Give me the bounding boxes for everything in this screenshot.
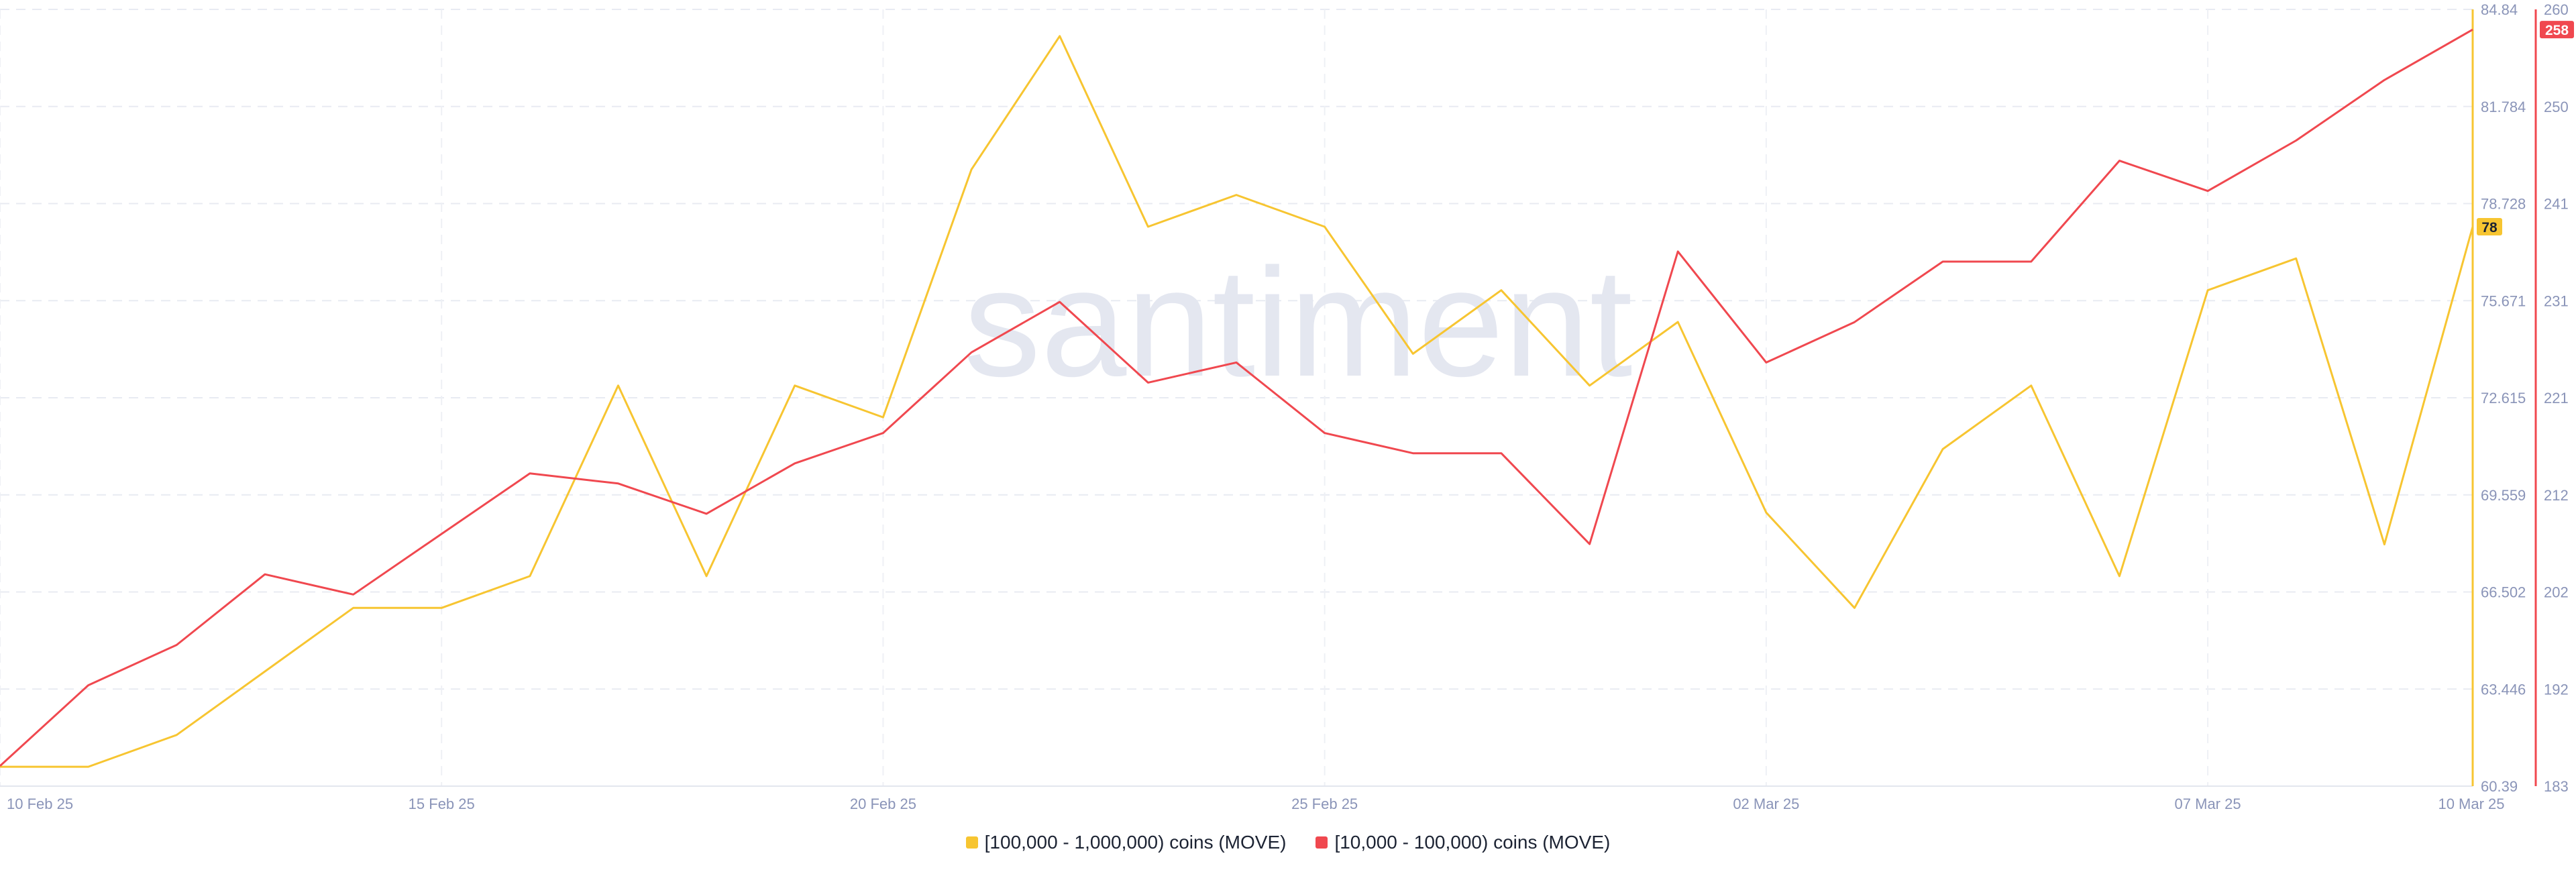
x-tick-label: 07 Mar 25 — [2175, 796, 2241, 812]
legend: [100,000 - 1,000,000) coins (MOVE) [10,0… — [0, 829, 2576, 856]
axis-ticks: 84.84 81.784 78.728 75.671 72.615 69.559 66.50… — [7, 1, 2569, 812]
y-right-tick-label: 192 — [2544, 681, 2569, 698]
x-tick-label: 15 Feb 25 — [409, 796, 475, 812]
y-right-tick-label: 212 — [2544, 487, 2569, 504]
last-value-badge-right: 258 — [2545, 23, 2569, 38]
santiment-watermark: santiment — [963, 236, 1632, 408]
y-right-tick-label: 260 — [2544, 1, 2569, 18]
legend-item-small-holders[interactable]: [10,000 - 100,000) coins (MOVE) — [1316, 832, 1610, 853]
legend-label-small-holders: [10,000 - 100,000) coins (MOVE) — [1334, 832, 1611, 853]
legend-swatch-red — [1316, 836, 1328, 849]
last-value-badge-left: 78 — [2481, 220, 2498, 235]
x-tick-label: 25 Feb 25 — [1291, 796, 1358, 812]
series-lines — [0, 28, 2474, 768]
last-value-badge-right-bg — [2540, 21, 2574, 39]
last-value-badge-left-bg — [2477, 217, 2502, 235]
y-left-tick-label: 66.502 — [2481, 584, 2526, 601]
x-tick-label: 02 Mar 25 — [1733, 796, 1799, 812]
y-right-tick-label: 183 — [2544, 778, 2569, 795]
y-left-tick-label: 81.784 — [2481, 99, 2526, 115]
y-left-tick-label: 60.39 — [2481, 778, 2518, 795]
legend-label-large-holders: [100,000 - 1,000,000) coins (MOVE) — [984, 832, 1287, 853]
last-value-badges: 78 258 — [2477, 21, 2574, 235]
x-tick-label: 10 Feb 25 — [7, 796, 73, 812]
y-right-tick-label: 241 — [2544, 196, 2569, 213]
y-left-tick-label: 69.559 — [2481, 487, 2526, 504]
axes — [0, 9, 2537, 787]
y-left-tick-label: 63.446 — [2481, 681, 2526, 698]
x-tick-label: 20 Feb 25 — [850, 796, 916, 812]
legend-item-large-holders[interactable]: [100,000 - 1,000,000) coins (MOVE) — [965, 832, 1287, 853]
y-right-tick-label: 250 — [2544, 99, 2569, 115]
y-right-tick-label: 202 — [2544, 584, 2569, 601]
y-left-tick-label: 72.615 — [2481, 390, 2526, 406]
y-left-tick-label: 78.728 — [2481, 196, 2526, 213]
y-left-tick-label: 84.84 — [2481, 1, 2518, 18]
legend-swatch-yellow — [965, 836, 978, 849]
y-right-tick-label: 221 — [2544, 390, 2569, 406]
y-left-tick-label: 75.671 — [2481, 292, 2526, 309]
y-right-tick-label: 231 — [2544, 292, 2569, 309]
x-tick-label: 10 Mar 25 — [2438, 796, 2504, 812]
